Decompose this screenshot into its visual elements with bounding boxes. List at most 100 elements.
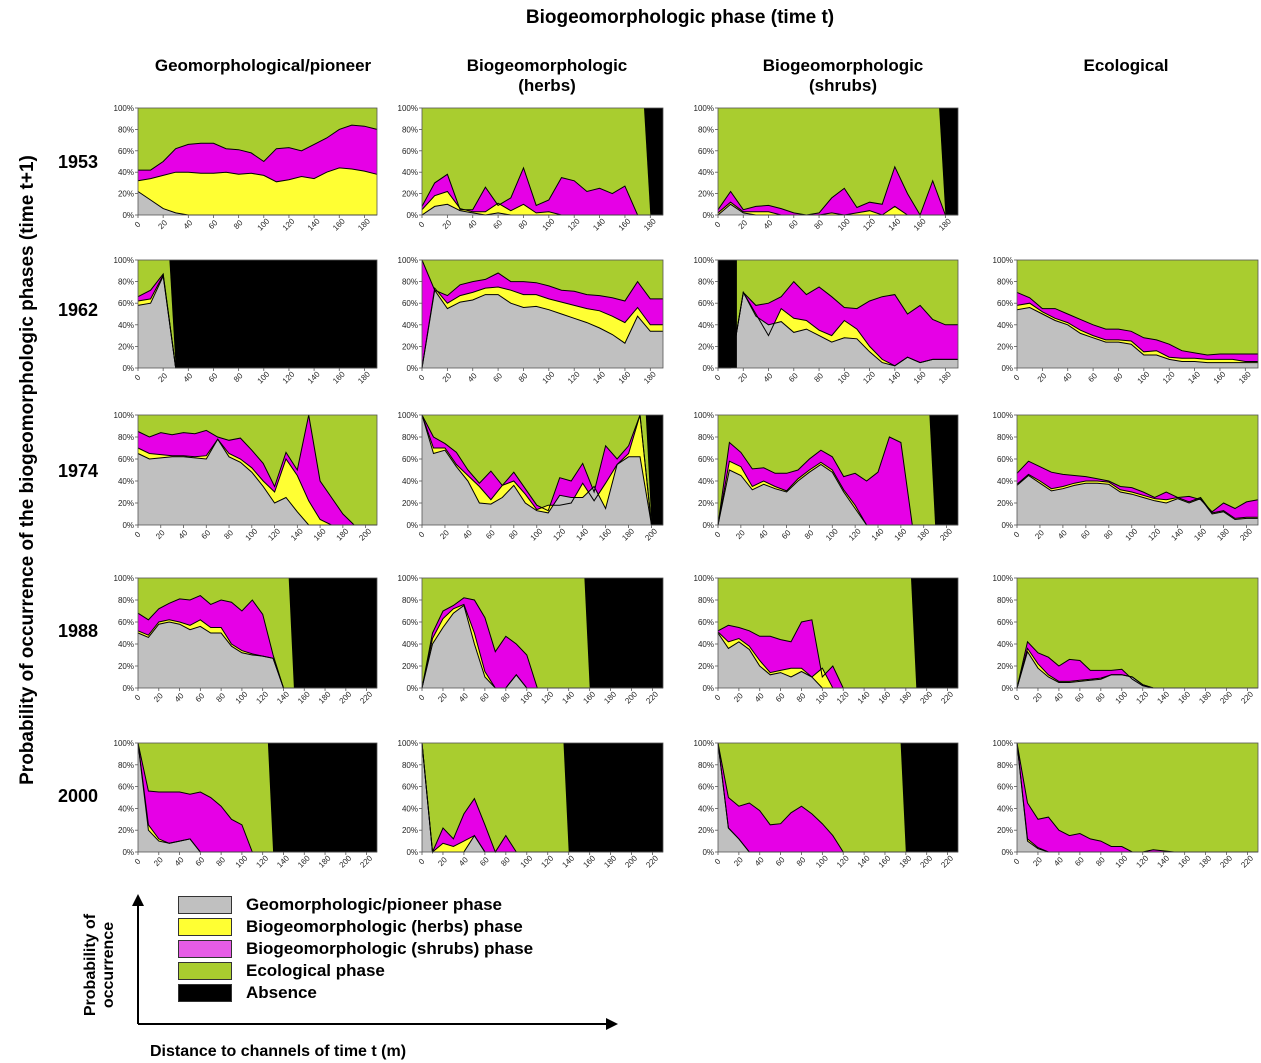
chart-1974-2-pioneer-area [422,415,663,525]
chart-1974-2-ytick-label: 0% [406,521,418,530]
chart-1953-1-xtick-label: 120 [281,216,297,232]
chart-1988-2: 0% 20% 40% 60% 80% 100% 0 20 40 60 80 100 120 140 160 1… [398,574,664,706]
chart-1974-2-ytick-label: 100% [398,411,418,420]
chart-1953-3-ytick-label: 40% [698,168,714,177]
chart-1974-2-xtick-label: 40 [461,528,474,541]
chart-1974-3-xtick-label: 160 [893,526,909,542]
chart-1974-2-xtick-label: 180 [620,526,636,542]
chart-2000-2: 0% 20% 40% 60% 80% 100% 0 20 40 60 80 100 120 140 160 1… [398,739,664,870]
chart-1953-1-ytick-label: 20% [118,190,134,199]
chart-1962-4-xtick-label: 100 [1136,369,1152,385]
chart-1962-2-xtick-label: 160 [617,369,633,385]
chart-1988-3-xtick-label: 220 [939,689,955,705]
chart-2000-4-xtick-label: 60 [1073,855,1086,868]
chart-2000-3-xtick-label: 40 [753,855,766,868]
chart-1988-3-ytick-label: 60% [698,618,714,627]
chart-1953-2-ytick-label: 0% [406,211,418,220]
chart-1953-1-pioneer-area [138,191,377,215]
chart-1988-4-ytick-label: 80% [997,596,1013,605]
chart-1974-4-pioneer-line [1016,474,1258,521]
chart-1974-1-ytick-label: 60% [118,455,134,464]
chart-1953-3-shrubs-area [718,166,958,215]
chart-2000-3-xtick-label: 60 [774,855,787,868]
chart-1953-2-xtick-label: 0 [417,220,427,230]
chart-2000-3-ytick-label: 0% [702,848,714,857]
chart-2000-1-ytick-label: 100% [114,739,134,748]
chart-2000-3: 0% 20% 40% 60% 80% 100% 0 20 40 60 80 100 120 140 160 1… [694,739,959,870]
chart-1962-4-ytick-label: 100% [993,256,1013,265]
chart-2000-2-xtick-label: 200 [623,853,639,869]
chart-2000-2-ytick-label: 100% [398,739,418,748]
chart-1988-2-xtick-label: 20 [436,691,449,704]
chart-1953-1-ytick-label: 60% [118,147,134,156]
legend-x-arrowhead [606,1018,618,1030]
chart-2000-1-ytick-label: 40% [118,804,134,813]
chart-2000-2-xtick-label: 180 [602,853,618,869]
legend-item-ecological: Ecological phase [178,960,533,982]
chart-1974-2-pioneer-line [421,414,663,526]
chart-2000-3-xtick-label: 200 [918,853,934,869]
chart-2000-3-ytick-label: 100% [694,739,714,748]
chart-1962-4-xtick-label: 80 [1112,371,1125,384]
chart-1988-2-ytick-label: 60% [402,618,418,627]
chart-1953-2-xtick-label: 100 [541,216,557,232]
chart-1988-2-xtick-label: 200 [623,689,639,705]
chart-1988-4-xtick-label: 160 [1176,689,1192,705]
chart-1974-2-shrubs-line [421,414,663,526]
chart-1962-1-absence-area [169,260,377,368]
chart-1974-4-xtick-label: 140 [1169,526,1185,542]
chart-1988-3-pioneer-area [718,633,958,688]
chart-2000-1-xtick-label: 220 [358,853,374,869]
chart-1974-3: 0% 20% 40% 60% 80% 100% 0 20 40 60 80 100 120 140 160 1… [694,411,959,543]
chart-1962-2: 0% 20% 40% 60% 80% 100% 0 20 40 60 80 100 120 140 160 1… [398,256,664,386]
chart-1974-3-xtick-label: 120 [847,526,863,542]
chart-1988-2-ytick-label: 80% [402,596,418,605]
chart-1962-4-xtick-label: 40 [1061,371,1074,384]
chart-2000-2-xtick-label: 100 [519,853,535,869]
chart-1988-4-xtick-label: 220 [1239,689,1255,705]
chart-1988-4-xtick-label: 40 [1052,691,1065,704]
chart-1988-4-xtick-label: 0 [1012,693,1022,703]
chart-2000-1-xtick-label: 80 [214,855,227,868]
chart-1988-2-xtick-label: 120 [539,689,555,705]
chart-1962-1-xtick-label: 60 [207,371,220,384]
legend-axes [132,894,618,1030]
chart-1988-3-xtick-label: 20 [732,691,745,704]
chart-1953-3-herbs-area [718,202,958,215]
chart-1974-4-xtick-label: 40 [1056,528,1069,541]
row-label-1988: 1988 [58,621,99,641]
chart-1962-4-xtick-label: 140 [1186,369,1202,385]
chart-2000-4-ytick-label: 60% [997,783,1013,792]
chart-1962-2-herbs-line [421,286,663,369]
chart-1974-2-herbs-area [422,415,663,525]
chart-1974-2-xtick-label: 80 [507,528,520,541]
chart-2000-1-ytick-label: 60% [118,783,134,792]
row-label-2000: 2000 [58,786,99,806]
chart-1962-3-xtick-label: 40 [762,371,775,384]
chart-1974-2-xtick-label: 20 [438,528,451,541]
chart-1962-1-ytick-label: 60% [118,299,134,308]
chart-1962-2-xtick-label: 40 [466,371,479,384]
chart-2000-4-xtick-label: 100 [1114,853,1130,869]
column-title-pioneer: Geomorphological/pioneer [154,56,372,75]
chart-1962-2-xtick-label: 20 [441,371,454,384]
chart-1962-4-pioneer-line [1016,306,1258,364]
chart-2000-4-ytick-label: 0% [1001,848,1013,857]
column-title-ecological: Ecological [1083,56,1169,75]
chart-1974-3-xtick-label: 80 [803,528,816,541]
chart-1953-1-xtick-label: 20 [156,218,169,231]
chart-1974-1-ytick-label: 20% [118,499,134,508]
chart-1953-3-ytick-label: 0% [702,211,714,220]
chart-1962-2-xtick-label: 0 [417,373,427,383]
chart-1974-1-xtick-label: 60 [200,528,213,541]
chart-2000-1: 0% 20% 40% 60% 80% 100% 0 20 40 60 80 100 120 140 160 1… [114,739,378,870]
chart-1988-3-frame [717,577,959,689]
chart-1962-1-xtick-label: 20 [156,371,169,384]
chart-1988-1-xtick-label: 160 [296,689,312,705]
chart-1953-2-xtick-label: 60 [491,218,504,231]
chart-2000-2-xtick-label: 140 [560,853,576,869]
chart-1974-2-absence-area [645,415,663,525]
chart-2000-1-xtick-label: 200 [338,853,354,869]
chart-1962-1-xtick-label: 40 [182,371,195,384]
